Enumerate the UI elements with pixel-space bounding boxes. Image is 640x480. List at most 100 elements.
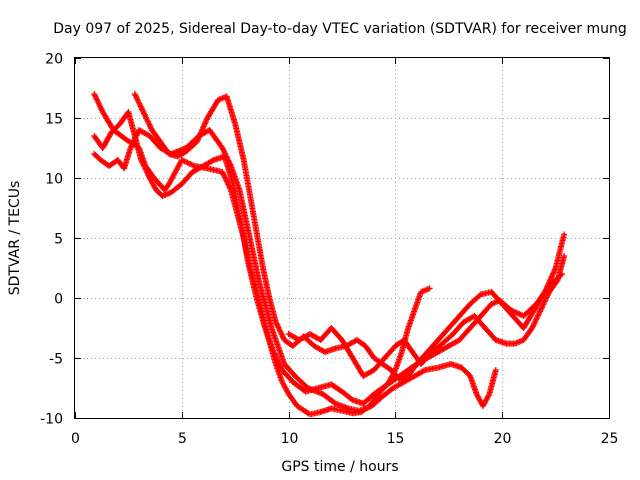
data-point [536, 308, 543, 315]
data-point [131, 91, 138, 97]
data-point [136, 100, 143, 107]
y-tick-label: 10 [45, 172, 63, 188]
data-point [276, 361, 283, 368]
x-tick-labels: 0 5 10 15 20 25 [71, 431, 618, 447]
data-point [143, 168, 150, 175]
data-point [278, 331, 285, 338]
data-point [137, 102, 144, 109]
data-point [542, 295, 549, 302]
data-point [147, 124, 154, 131]
data-point [144, 170, 151, 177]
x-tick-label: 20 [494, 431, 512, 447]
x-tick-label: 10 [281, 431, 299, 447]
data-point [219, 169, 226, 175]
grid-lines [75, 58, 609, 418]
data-point [272, 319, 279, 325]
data-point [276, 325, 283, 332]
data-point [137, 103, 144, 110]
data-point [135, 99, 142, 106]
data-point [426, 285, 433, 292]
data-point [533, 316, 540, 323]
data-point [223, 177, 230, 184]
data-point [277, 364, 284, 371]
data-point [485, 392, 492, 399]
data-point [276, 327, 283, 334]
data-point [140, 162, 147, 169]
data-point [128, 142, 135, 149]
data-point [93, 96, 100, 103]
data-point [275, 358, 282, 365]
data-point [539, 302, 546, 309]
y-axis-label: SDTVAR / TECUs [7, 181, 23, 296]
data-point [91, 92, 98, 99]
data-point [273, 320, 280, 327]
data-point [529, 325, 536, 331]
data-point [139, 106, 146, 113]
y-tick-label: 15 [45, 112, 63, 128]
data-point [220, 146, 227, 153]
data-point [98, 106, 105, 113]
data-point [142, 114, 149, 121]
data-point [542, 297, 549, 304]
data-point [143, 115, 150, 122]
data-point [133, 93, 140, 100]
data-point [531, 319, 538, 326]
data-point [278, 330, 285, 337]
data-point [561, 253, 568, 259]
data-point [138, 157, 145, 163]
y-tick-label: -5 [49, 352, 63, 368]
data-point [540, 301, 547, 308]
data-point [128, 143, 135, 150]
y-tick-label: 5 [54, 232, 63, 248]
data-point [222, 174, 229, 181]
data-point [530, 322, 537, 329]
data-point [144, 169, 151, 176]
data-point [536, 309, 543, 316]
data-point [134, 96, 141, 103]
data-point [535, 311, 542, 318]
data-point [534, 313, 541, 320]
data-point [220, 171, 227, 178]
data-point [146, 173, 153, 180]
data-point [274, 323, 281, 330]
data-point [141, 110, 148, 117]
data-point [492, 367, 499, 373]
y-tick-labels: -10 -5 0 5 10 15 20 [40, 52, 63, 428]
data-point [127, 145, 134, 151]
data-point [142, 166, 149, 173]
x-tick-label: 0 [71, 431, 80, 447]
data-marks [91, 91, 568, 418]
data-point [538, 304, 545, 311]
series-track-5 [285, 253, 568, 379]
data-point [272, 353, 279, 360]
data-point [97, 104, 104, 111]
y-tick-label: -10 [40, 412, 63, 428]
data-point [139, 107, 146, 114]
data-point [96, 102, 103, 109]
data-point [270, 349, 277, 355]
data-point [271, 350, 278, 357]
data-point [280, 334, 287, 341]
data-point [543, 294, 550, 301]
data-point [535, 312, 542, 319]
x-tick-label: 15 [387, 431, 405, 447]
data-point [279, 332, 286, 339]
data-point [133, 95, 140, 102]
data-point [544, 293, 551, 300]
data-point [220, 170, 227, 177]
series-track-3 [91, 109, 566, 407]
data-point [273, 354, 280, 361]
data-point [139, 159, 146, 166]
data-point [138, 104, 145, 111]
data-point [271, 351, 278, 358]
data-point [146, 122, 153, 129]
data-point [145, 172, 152, 179]
data-point [275, 324, 282, 331]
data-point [529, 323, 536, 330]
data-point [222, 175, 229, 182]
data-point [94, 97, 101, 104]
chart-title: Day 097 of 2025, Sidereal Day-to-day VTE… [53, 21, 627, 37]
data-point [537, 307, 544, 313]
data-point [132, 92, 139, 99]
